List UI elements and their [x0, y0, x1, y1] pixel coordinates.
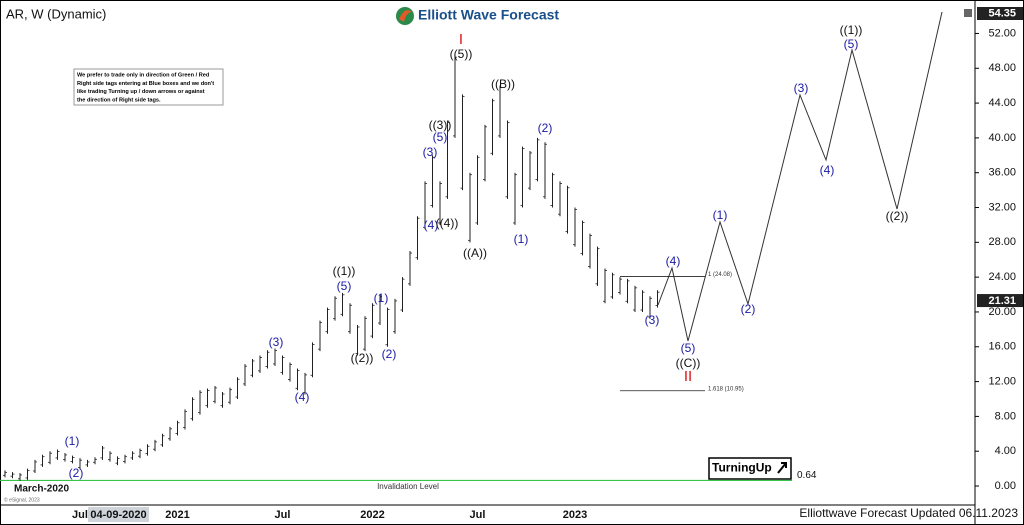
x-tick-label: Jul [275, 509, 291, 521]
note-line: the direction of Right side tags. [77, 97, 161, 103]
note-line: like trading Turning up / down arrows or… [77, 89, 205, 95]
wave-label: ((4)) [436, 216, 459, 230]
wave-label: (5) [337, 279, 352, 293]
wave-label: ((1)) [333, 264, 356, 278]
logo-swirl [399, 10, 412, 22]
cursor-date-box [88, 507, 149, 522]
turning-label: TurningUp [712, 461, 772, 475]
x-tick-label: 2021 [165, 509, 189, 521]
projection-path [657, 11, 943, 342]
wave-label: ((2)) [886, 209, 909, 223]
wave-label: (5) [433, 130, 448, 144]
wave-label: (5) [681, 341, 696, 355]
wave-label: (3) [794, 81, 809, 95]
note-box [73, 68, 224, 106]
y-tick-label: 12.00 [988, 375, 1016, 387]
brand-name: Elliott Wave Forecast [418, 7, 559, 23]
wave-label: (2) [382, 347, 397, 361]
y-tick-label: 32.00 [988, 201, 1016, 213]
y-tick-label: 4.00 [995, 445, 1016, 457]
wave-label: (3) [269, 335, 284, 349]
turning-arrow [777, 462, 787, 474]
degree-mark: II [684, 368, 692, 385]
last-price-tag [977, 294, 1023, 308]
y-tick-label: 28.00 [988, 236, 1016, 248]
wave-label: (4) [424, 218, 439, 232]
wave-label: ((C)) [676, 356, 701, 370]
y-tick-label: 48.00 [988, 62, 1016, 74]
y-tick-label: 8.00 [995, 410, 1016, 422]
wave-label: ((3)) [429, 118, 452, 132]
wave-label: (4) [666, 254, 681, 268]
x-tick-label: 2023 [563, 509, 587, 521]
wave-label: ((5)) [450, 47, 473, 61]
note-line: We prefer to trade only in direction of … [77, 72, 210, 78]
wave-label: (3) [645, 313, 660, 327]
brand-logo: Elliott Wave Forecast [396, 7, 559, 25]
wave-label: (1) [374, 291, 389, 305]
y-tick-label: 20.00 [988, 306, 1016, 318]
top-price-tag [977, 7, 1023, 20]
cursor-date: 04-09-2020 [90, 509, 146, 521]
wave-label: (5) [844, 37, 859, 51]
y-tick-label: 24.00 [988, 271, 1016, 283]
wave-label: (2) [69, 466, 84, 480]
wave-label: ((2)) [351, 351, 374, 365]
y-tick-label: 52.00 [988, 27, 1016, 39]
invalidation-value: 0.64 [797, 470, 817, 481]
wave-label: (2) [538, 121, 553, 135]
x-tick-label: Jul [470, 509, 486, 521]
copyright: © eSignal, 2023 [4, 496, 40, 503]
x-tick-label: 2022 [360, 509, 384, 521]
y-tick-label: 16.00 [988, 341, 1016, 353]
wave-label: (4) [820, 163, 835, 177]
wave-label: (4) [295, 390, 310, 404]
note-line: Right side tags entering at Blue boxes a… [77, 81, 214, 87]
degree-mark: I [459, 31, 463, 48]
start-label: March-2020 [14, 484, 69, 495]
footer: Elliottwave Forecast Updated 06.11.2023 [799, 506, 1018, 520]
invalidation-label: Invalidation Level [377, 482, 439, 491]
wave-label: (3) [423, 145, 438, 159]
fib-label: 1 (24.08) [708, 272, 732, 278]
x-tick-label: Jul [72, 509, 88, 521]
wave-label: ((1)) [840, 23, 863, 37]
menu-icon [964, 9, 972, 17]
note-text: We prefer to trade only in direction of … [77, 72, 214, 103]
wave-label: (2) [741, 302, 756, 316]
y-tick-label: 44.00 [988, 97, 1016, 109]
chart-title: AR, W (Dynamic) [6, 6, 106, 21]
y-tick-label: 0.00 [995, 480, 1016, 492]
y-tick-label: 36.00 [988, 167, 1016, 179]
fib-label: 1.618 (10.95) [708, 386, 744, 392]
wave-label: ((B)) [491, 77, 515, 91]
last-price-label: 21.31 [988, 295, 1016, 307]
y-tick-label: 40.00 [988, 132, 1016, 144]
top-price-label: 54.35 [988, 7, 1016, 19]
wave-label: (1) [514, 232, 529, 246]
turning-box [708, 457, 792, 480]
wave-label: ((A)) [463, 246, 487, 260]
wave-label: (1) [713, 208, 728, 222]
wave-label: (1) [65, 434, 80, 448]
